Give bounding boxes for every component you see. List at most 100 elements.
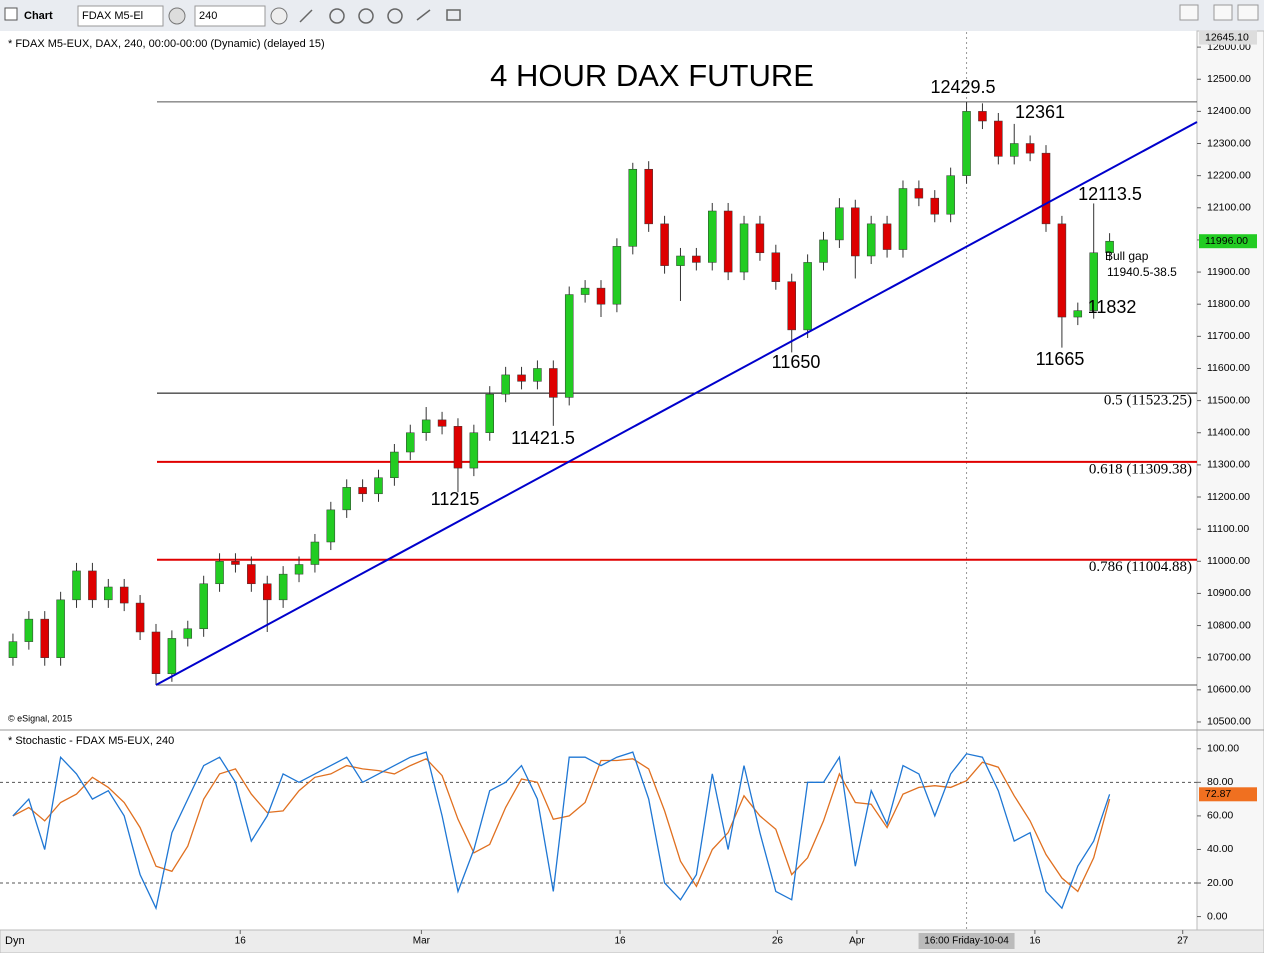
minimize-button[interactable] xyxy=(1179,4,1199,21)
play-tool[interactable] xyxy=(358,8,374,24)
crosshair-label: 16:00 Friday-10-04 xyxy=(924,936,1009,947)
candle-body xyxy=(104,586,113,601)
settings-button[interactable] xyxy=(168,7,186,25)
candle-body xyxy=(803,262,812,331)
y-tick-label: 11600.00 xyxy=(1207,362,1250,374)
candle-body xyxy=(930,197,940,215)
trendline xyxy=(155,121,1198,686)
x-tick-label: 16 xyxy=(615,936,627,947)
price-annotation: 11421.5 xyxy=(511,428,575,448)
candle-body xyxy=(406,432,415,453)
candle-body xyxy=(247,564,256,585)
candle-body xyxy=(962,111,971,176)
symbol-box[interactable] xyxy=(77,5,164,27)
price-axis xyxy=(1196,30,1264,931)
candle-body xyxy=(851,207,860,257)
link-tool[interactable] xyxy=(416,9,431,21)
level-label: 0.5 (11523.25) xyxy=(1104,393,1192,409)
y-tick-label: 0.00 xyxy=(1207,910,1228,922)
candle-body xyxy=(8,641,18,658)
toolbar xyxy=(0,0,1264,31)
stochastic-line xyxy=(12,758,1111,893)
candle-body xyxy=(994,120,1003,157)
candle-body xyxy=(56,599,65,658)
candle-body xyxy=(1057,223,1067,318)
candle-body xyxy=(723,210,733,273)
y-tick-label: 11800.00 xyxy=(1207,298,1250,310)
zoom-tool[interactable] xyxy=(329,8,345,24)
y-tick-label: 60.00 xyxy=(1207,810,1233,822)
candle-body xyxy=(215,561,224,585)
gap-note: Bull gap xyxy=(1105,249,1149,263)
note-tool[interactable] xyxy=(446,9,461,21)
candle-body xyxy=(278,573,288,601)
price-annotation: 12429.5 xyxy=(930,77,995,97)
candle-body xyxy=(326,509,336,543)
candle-body xyxy=(24,618,34,642)
y-tick-label: 11300.00 xyxy=(1207,459,1250,471)
symbol[interactable]: FDAX M5-El xyxy=(82,10,143,22)
candle-body xyxy=(676,255,685,266)
candle-body xyxy=(88,570,97,601)
candle-body xyxy=(199,583,208,630)
y-tick-label: 80.00 xyxy=(1207,776,1233,788)
candle-body xyxy=(755,223,765,254)
candle-body xyxy=(374,477,383,495)
y-tick-label: 20.00 xyxy=(1207,877,1233,889)
y-tick-label: 11000.00 xyxy=(1207,555,1250,567)
candle-body xyxy=(898,188,908,250)
candle-body xyxy=(914,188,924,199)
window-icon xyxy=(4,7,18,21)
maximize-button[interactable] xyxy=(1213,4,1233,21)
time-button[interactable] xyxy=(270,7,288,25)
credit: © eSignal, 2015 xyxy=(8,713,72,723)
candle-body xyxy=(1009,143,1019,157)
candle-body xyxy=(549,368,558,398)
candle-body xyxy=(946,175,955,215)
draw-tool[interactable] xyxy=(299,9,313,23)
last-price: 11996.00 xyxy=(1205,235,1248,247)
close-button[interactable] xyxy=(1237,4,1259,21)
candle-body xyxy=(835,207,844,241)
candle-body xyxy=(978,111,987,122)
candle-body xyxy=(644,168,653,225)
y-tick-label: 11900.00 xyxy=(1207,266,1250,278)
y-tick-label: 10700.00 xyxy=(1207,651,1251,663)
level-label: 0.786 (11004.88) xyxy=(1089,559,1192,575)
candle-body xyxy=(40,618,49,658)
y-tick-label: 11100.00 xyxy=(1207,523,1249,535)
y-tick-label: 10900.00 xyxy=(1207,587,1251,599)
x-tick-label: 16 xyxy=(235,936,247,947)
candle-body xyxy=(739,223,749,273)
window-title: Chart xyxy=(24,10,53,22)
y-tick-label: 10800.00 xyxy=(1207,619,1251,631)
candle-body xyxy=(580,287,590,295)
text-tool[interactable] xyxy=(387,8,403,24)
y-tick-label: 11200.00 xyxy=(1207,491,1250,503)
price-annotation: 11215 xyxy=(431,489,480,509)
y-tick-label: 10500.00 xyxy=(1207,716,1251,728)
candle-body xyxy=(628,168,638,247)
candle-body xyxy=(231,561,240,565)
candle-body xyxy=(564,294,574,398)
candle-body xyxy=(119,586,129,604)
y-tick-label: 12100.00 xyxy=(1207,202,1251,214)
y-tick-label: 12500.00 xyxy=(1207,73,1251,85)
interval[interactable]: 240 xyxy=(199,10,217,22)
y-tick-label: 12300.00 xyxy=(1207,137,1251,149)
candle-body xyxy=(771,252,781,282)
interval-box[interactable] xyxy=(194,5,266,27)
plot-area xyxy=(0,31,1197,930)
candle-body xyxy=(310,541,320,565)
price-annotation: 11650 xyxy=(772,352,821,372)
candle-body xyxy=(866,223,876,257)
chart-title: 4 HOUR DAX FUTURE xyxy=(490,58,814,93)
candle-body xyxy=(421,419,431,433)
candle-body xyxy=(342,487,351,511)
candle-body xyxy=(485,393,494,433)
candle-body xyxy=(660,223,669,266)
last-price-box xyxy=(1199,234,1257,249)
y-tick-label: 12200.00 xyxy=(1207,169,1251,181)
candle-body xyxy=(437,419,447,427)
